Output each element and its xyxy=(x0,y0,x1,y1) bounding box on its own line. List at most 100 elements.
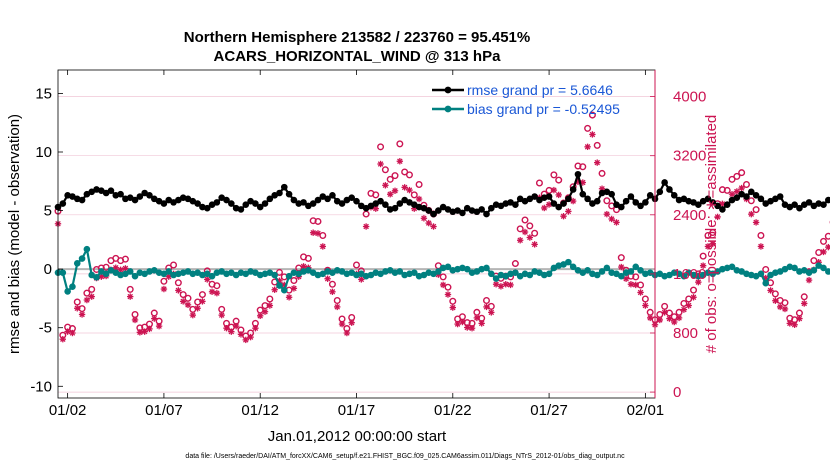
obs-assimilated-point xyxy=(786,320,794,327)
bias-point xyxy=(444,263,452,271)
legend-rmse-label: rmse grand pr = 5.6646 xyxy=(467,82,613,98)
bias-point xyxy=(410,269,418,276)
rmse-point xyxy=(796,204,803,212)
obs-assimilated-point xyxy=(247,333,254,341)
rmse-point xyxy=(545,193,553,200)
rmse-point xyxy=(391,204,399,212)
obs-assimilated-point xyxy=(560,213,567,220)
obs-assimilated-point xyxy=(709,240,716,247)
obs-assimilated-point xyxy=(329,288,336,295)
rmse-point xyxy=(338,200,346,207)
obs-possible-point xyxy=(328,280,336,288)
obs-possible-point xyxy=(675,308,683,316)
obs-possible-point xyxy=(757,231,765,239)
obs-assimilated-point xyxy=(406,186,413,194)
obs-assimilated-point xyxy=(420,215,428,222)
obs-possible-point xyxy=(521,216,529,224)
bias-point xyxy=(820,264,827,272)
obs-assimilated-point xyxy=(136,329,144,336)
obs-assimilated-point xyxy=(748,210,755,218)
bias-point xyxy=(569,263,577,271)
bias-point xyxy=(545,270,553,278)
obs-possible-point xyxy=(800,293,808,301)
obs-assimilated-point xyxy=(825,243,830,251)
rmse-point xyxy=(280,183,288,191)
obs-possible-point xyxy=(405,171,413,179)
obs-assimilated-point xyxy=(74,305,81,312)
y-right-tick-label: 4000 xyxy=(673,89,706,106)
obs-assimilated-point xyxy=(401,184,408,191)
obs-possible-point xyxy=(121,255,129,263)
bias-point xyxy=(396,268,404,275)
obs-possible-point xyxy=(377,143,385,151)
bias-point xyxy=(165,268,173,275)
rmse-point xyxy=(237,206,245,213)
obs-assimilated-point xyxy=(738,184,745,192)
x-tick-label: 01/07 xyxy=(145,402,183,419)
obs-possible-point xyxy=(742,181,750,189)
rmse-point xyxy=(285,190,293,198)
obs-possible-point xyxy=(309,217,317,225)
obs-assimilated-point xyxy=(488,309,495,316)
rmse-point xyxy=(382,201,389,209)
obs-assimilated-point xyxy=(661,309,668,316)
rmse-point xyxy=(531,193,538,200)
obs-possible-point xyxy=(396,140,404,148)
rmse-point xyxy=(136,193,144,200)
obs-assimilated-point xyxy=(377,160,384,168)
rmse-point xyxy=(329,192,336,199)
obs-possible-point xyxy=(728,175,736,183)
obs-assimilated-point xyxy=(64,328,71,335)
bias-point xyxy=(280,286,288,294)
x-tick-label: 01/02 xyxy=(49,402,87,419)
obs-assimilated-point xyxy=(502,281,509,288)
obs-possible-point xyxy=(704,231,712,239)
obs-possible-point xyxy=(290,277,298,285)
bias-point xyxy=(632,263,640,271)
obs-assimilated-point xyxy=(714,213,721,221)
bias-point xyxy=(565,258,572,266)
rmse-point xyxy=(752,192,760,199)
obs-assimilated-point xyxy=(131,316,139,324)
rmse-point xyxy=(252,200,259,207)
rmse-point xyxy=(256,203,264,211)
rmse-point xyxy=(695,201,702,209)
rmse-point xyxy=(107,187,115,194)
rmse-point xyxy=(719,206,726,213)
obs-possible-point xyxy=(511,260,519,268)
rmse-point xyxy=(579,190,587,198)
bias-point xyxy=(512,269,519,276)
y-axis-right-label: # of obs: o=possible; ∗=assimilated xyxy=(703,115,720,354)
obs-possible-point xyxy=(598,169,606,177)
obs-assimilated-point xyxy=(752,219,760,226)
obs-assimilated-point xyxy=(309,229,317,236)
obs-assimilated-point xyxy=(338,320,346,328)
rmse-point xyxy=(709,199,717,206)
obs-assimilated-point xyxy=(348,319,355,326)
obs-assimilated-point xyxy=(184,301,192,309)
rmse-point xyxy=(483,210,490,218)
bias-point xyxy=(131,272,139,280)
bias-point xyxy=(584,267,591,274)
bias-point xyxy=(59,269,67,276)
obs-assimilated-point xyxy=(425,219,432,227)
rmse-point xyxy=(632,199,640,206)
obs-assimilated-point xyxy=(358,276,365,283)
obs-assimilated-point xyxy=(767,287,774,294)
y-left-tick-label: -5 xyxy=(39,320,52,337)
bias-point xyxy=(526,271,534,279)
rmse-point xyxy=(617,203,625,211)
obs-possible-point xyxy=(584,124,592,132)
obs-assimilated-point xyxy=(805,276,813,284)
obs-possible-point xyxy=(771,290,779,298)
obs-assimilated-point xyxy=(88,293,95,300)
obs-assimilated-point xyxy=(266,302,274,309)
rmse-point xyxy=(747,188,755,196)
rmse-point xyxy=(637,202,644,210)
obs-assimilated-point xyxy=(569,197,577,205)
rmse-point xyxy=(574,170,582,178)
obs-assimilated-point xyxy=(565,208,572,215)
obs-assimilated-point xyxy=(98,273,105,280)
bias-point xyxy=(93,274,100,281)
obs-assimilated-point xyxy=(232,322,240,330)
